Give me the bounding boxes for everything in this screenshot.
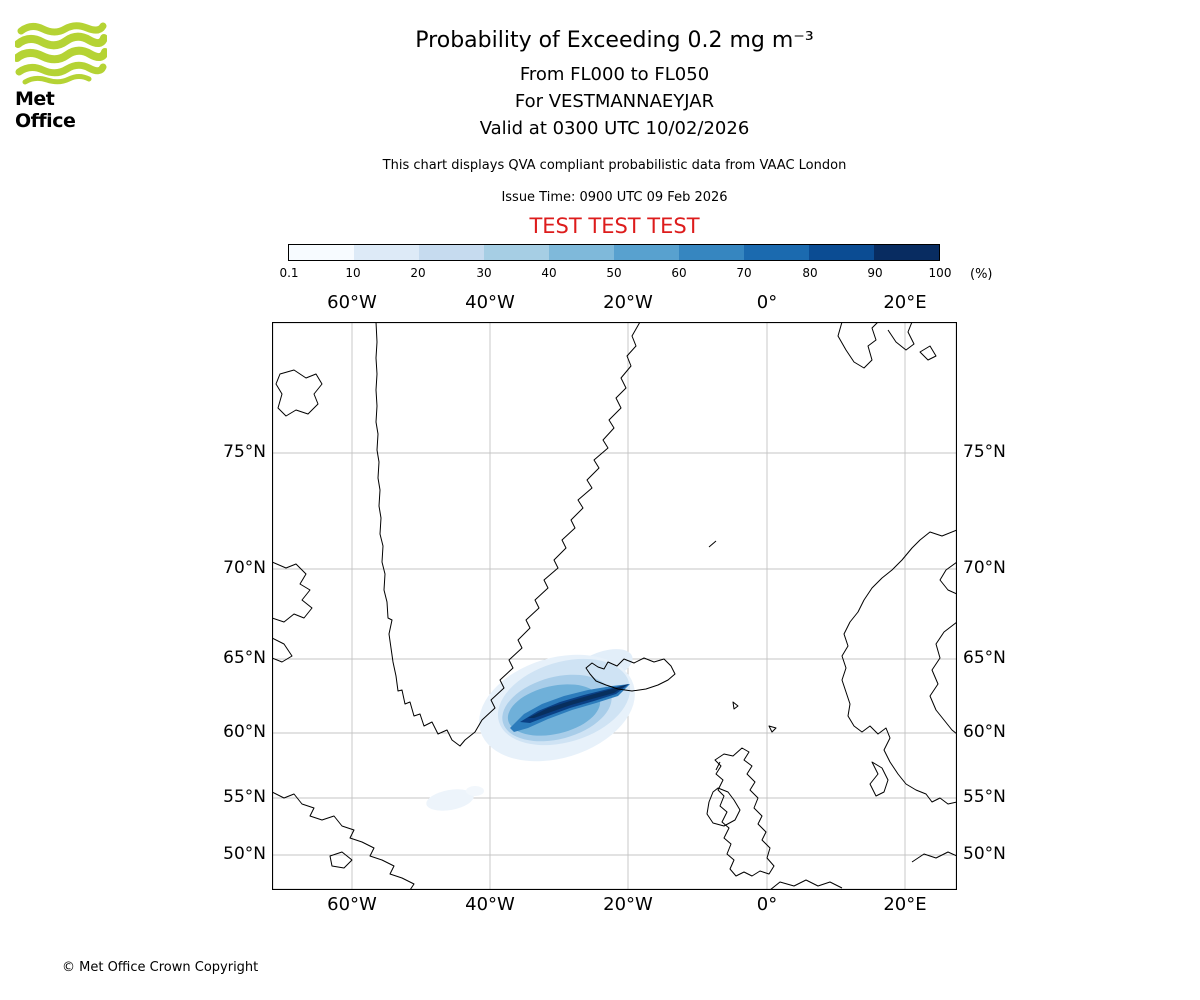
coastline-great-britain <box>714 747 775 877</box>
colorbar-segment <box>289 245 354 260</box>
lon-label-top: 20°E <box>883 292 927 313</box>
lat-label-left: 60°N <box>223 722 266 742</box>
subtitle-flight-levels: From FL000 to FL050 <box>519 64 710 85</box>
coastline-jan-mayen <box>708 540 717 548</box>
faint-probability-patch <box>426 789 474 811</box>
lon-label-bottom: 40°W <box>465 894 515 915</box>
coastline-bothnia <box>929 621 958 735</box>
subtitle-volcano: For VESTMANNAEYJAR <box>514 91 715 112</box>
met-office-wordmark: Met Office <box>15 88 76 132</box>
colorbar-segment <box>679 245 744 260</box>
colorbar-segment <box>809 245 874 260</box>
map-frame <box>271 321 958 891</box>
lon-label-top: 60°W <box>327 292 377 313</box>
colorbar-tick: 10 <box>345 266 361 280</box>
subtitle-valid-time: Valid at 0300 UTC 10/02/2026 <box>479 118 750 139</box>
issue-time: Issue Time: 0900 UTC 09 Feb 2026 <box>501 190 728 205</box>
coastline-baffin <box>275 369 323 417</box>
colorbar-tick: 0.1 <box>279 266 299 280</box>
lat-label-left: 50°N <box>223 844 266 864</box>
colorbar-segment <box>484 245 549 260</box>
colorbar-tick: 60 <box>671 266 687 280</box>
colorbar-segment <box>354 245 419 260</box>
met-office-logo: Met Office <box>15 22 115 132</box>
colorbar-segment <box>549 245 614 260</box>
colorbar-tick: 80 <box>802 266 818 280</box>
colorbar-tick: 40 <box>541 266 557 280</box>
colorbar-tick: 30 <box>476 266 492 280</box>
lon-label-bottom: 20°E <box>883 894 927 915</box>
lon-label-bottom: 20°W <box>603 894 653 915</box>
coastline-iceland <box>585 657 676 692</box>
grid-lines <box>272 322 957 890</box>
lat-label-right: 55°N <box>963 787 1006 807</box>
colorbar-unit: (%) <box>970 267 993 282</box>
map-canvas <box>271 321 958 891</box>
lat-label-right: 75°N <box>963 442 1006 462</box>
probability-field <box>426 649 635 811</box>
met-office-logo-waves <box>15 22 107 85</box>
lat-label-right: 60°N <box>963 722 1006 742</box>
coastline-svalbard <box>837 321 879 369</box>
coastline-canada <box>271 791 415 891</box>
map-area <box>271 321 958 891</box>
faint-probability-patch <box>466 786 484 796</box>
page-title: Probability of Exceeding 0.2 mg m⁻³ <box>415 28 814 53</box>
lat-label-left: 65°N <box>223 648 266 668</box>
copyright-notice: © Met Office Crown Copyright <box>62 960 259 975</box>
lat-label-left: 55°N <box>223 787 266 807</box>
colorbar-segment <box>419 245 484 260</box>
coastline-scandinavia <box>841 529 958 805</box>
coastline-greenland <box>375 321 641 747</box>
colorbar-tick: 20 <box>410 266 426 280</box>
coastline-continent <box>769 879 843 891</box>
coastline-white-sea <box>939 561 958 595</box>
colorbar-tick: 100 <box>928 266 952 280</box>
lat-label-right: 50°N <box>963 844 1006 864</box>
lon-label-top: 20°W <box>603 292 653 313</box>
lon-label-bottom: 60°W <box>327 894 377 915</box>
colorbar-tick: 70 <box>736 266 752 280</box>
qva-description: This chart displays QVA compliant probab… <box>382 158 847 173</box>
colorbar-segment <box>614 245 679 260</box>
lat-label-right: 65°N <box>963 648 1006 668</box>
lat-label-left: 75°N <box>223 442 266 462</box>
colorbar-segment <box>744 245 809 260</box>
coastline-ireland <box>706 787 741 827</box>
colorbar-tick: 90 <box>867 266 883 280</box>
coastline-denmark <box>869 761 889 797</box>
lat-label-left: 70°N <box>223 558 266 578</box>
probability-colorbar <box>288 244 940 261</box>
high-probability-core <box>528 684 628 718</box>
colorbar-segment <box>874 245 939 260</box>
lon-label-top: 0° <box>756 292 778 313</box>
lon-label-top: 40°W <box>465 292 515 313</box>
lon-label-bottom: 0° <box>756 894 778 915</box>
lat-label-right: 70°N <box>963 558 1006 578</box>
colorbar-tick: 50 <box>606 266 622 280</box>
coastlines <box>271 321 958 891</box>
test-banner: TEST TEST TEST <box>529 214 700 238</box>
